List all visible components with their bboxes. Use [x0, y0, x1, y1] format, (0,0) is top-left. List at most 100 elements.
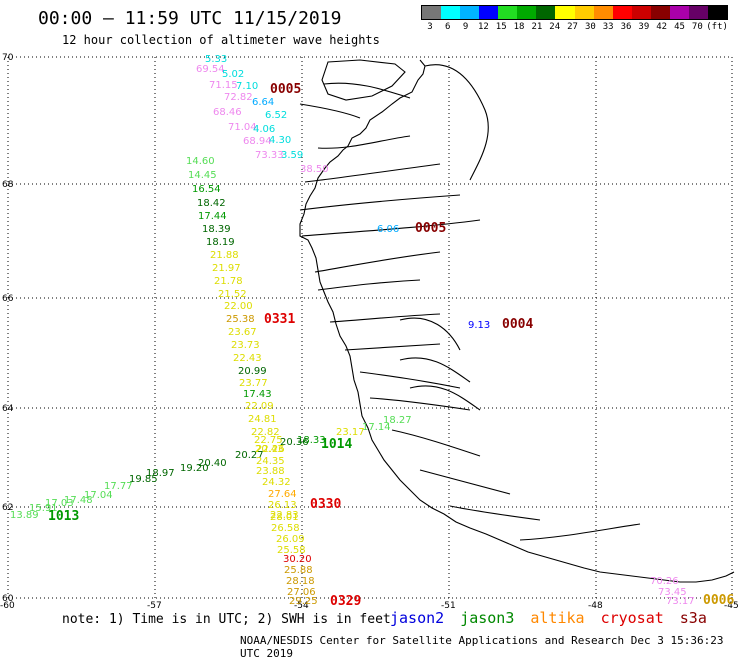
wave-height-label: 20.27	[235, 450, 264, 461]
satellite-name: jason3	[460, 609, 515, 627]
wave-height-label: 28.18	[286, 576, 315, 587]
legend-label: 45	[674, 22, 685, 32]
pass-id-label: 0004	[502, 317, 533, 332]
satellite-legend: jason2 jason3 altika cryosat s3a	[390, 609, 723, 627]
wave-height-label: 14.45	[188, 170, 217, 181]
fjord-path	[301, 219, 481, 237]
wave-height-label: 71.15	[209, 80, 238, 91]
wave-height-label: 69.54	[196, 64, 225, 75]
wave-height-label: 71.04	[228, 122, 257, 133]
wave-height-label: 73.17	[666, 596, 695, 607]
satellite-name: s3a	[679, 609, 707, 627]
legend-swatch	[536, 6, 556, 19]
wave-height-label: 29.25	[289, 596, 318, 607]
credit-line: NOAA/NESDIS Center for Satellite Applica…	[240, 634, 724, 660]
legend-swatches	[421, 5, 728, 20]
legend-swatch	[707, 6, 727, 19]
wave-height-label: 17.48	[64, 495, 93, 506]
legend-swatch	[498, 6, 518, 19]
fjord-path	[329, 313, 441, 323]
wave-height-label: 23.17	[336, 427, 365, 438]
wave-height-label: 7.10	[236, 81, 258, 92]
altimeter-track: 6.06 0005	[377, 221, 446, 236]
fjord-path	[323, 82, 411, 99]
ice-margin-path	[424, 64, 489, 181]
wave-height-label: 9.13	[468, 320, 490, 331]
wave-height-label: 13.89	[10, 510, 39, 521]
pass-id-label: 0331	[264, 312, 295, 327]
fjord-path	[304, 163, 441, 183]
fjord-path	[391, 429, 481, 457]
wave-height-label: 26.58	[271, 523, 300, 534]
legend-swatch	[593, 6, 613, 19]
legend-swatch	[555, 6, 575, 19]
wave-height-label: 25.38	[226, 314, 255, 325]
legend-label: 36	[620, 22, 632, 32]
footer-note: note: 1) Time is in UTC; 2) SWH is in fe…	[62, 612, 391, 627]
wave-height-label: 17.43	[243, 389, 272, 400]
wave-height-label: 18.27	[383, 415, 412, 426]
legend-swatch	[631, 6, 651, 19]
wave-height-label: 17.44	[198, 211, 227, 222]
pass-id-label: 0006	[703, 593, 734, 608]
wave-height-label: 24.35	[256, 456, 285, 467]
wave-height-label: 68.46	[213, 107, 242, 118]
wave-height-label: 20.40	[198, 458, 227, 469]
ice-margin-path	[399, 357, 471, 383]
lon-tick-label: -57	[147, 601, 162, 611]
wave-height-label: 26.09	[276, 534, 305, 545]
lat-tick-label: 60	[2, 594, 14, 604]
altimeter-track: 18.9719.8517.7717.0417.4817.0315.9113.89…	[10, 468, 175, 524]
satellite-name: jason2	[390, 609, 445, 627]
lat-tick-label: 68	[2, 180, 14, 190]
wave-height-label: 17.14	[362, 422, 391, 433]
pass-id-label: 0005	[270, 82, 301, 97]
lat-tick-label: 70	[2, 53, 14, 63]
altimeter-track: 28.0126.5826.0925.5830.2025.8828.1827.06…	[270, 512, 361, 609]
wave-height-label: 22.26	[256, 444, 285, 455]
pass-id-label: 0329	[330, 594, 361, 609]
legend-label: 15	[495, 22, 507, 32]
legend-swatch	[688, 6, 708, 19]
legend-label: 33	[602, 22, 614, 32]
wave-height-label: 68.94	[243, 136, 272, 147]
fjord-path	[369, 397, 471, 411]
wave-height-label: 26.13	[268, 500, 297, 511]
satellite-name: cryosat	[600, 609, 664, 627]
wave-height-label: 30.20	[283, 554, 312, 565]
wave-height-label: 22.83	[270, 510, 299, 521]
wave-height-label: 23.77	[239, 378, 268, 389]
wave-height-label: 4.06	[253, 124, 275, 135]
legend-label: 30	[584, 22, 596, 32]
lon-tick-label: -54	[294, 601, 309, 611]
wave-height-label: 28.01	[270, 512, 299, 523]
legend-unit: (ft)	[706, 22, 728, 32]
legend-label: 21	[531, 22, 543, 32]
ice-margin-path	[409, 385, 481, 411]
fjord-path	[359, 371, 461, 389]
altimeter-track: 9.13 0004	[468, 317, 533, 332]
lon-tick-label: -51	[441, 601, 456, 611]
fjord-path	[519, 523, 641, 541]
wave-height-label: 3.59	[281, 150, 303, 161]
legend-labels: 3 6 9 12 15 18 21 24 27 30 33 36 39 42 45 70 (ft)	[421, 22, 728, 32]
fjord-path	[344, 343, 441, 351]
wave-height-label: 38.50	[300, 164, 329, 175]
fjord-path	[317, 279, 421, 291]
wave-height-label: 25.88	[284, 565, 313, 576]
legend-label: 39	[638, 22, 650, 32]
wave-height-label: 16.54	[192, 184, 221, 195]
legend-swatch	[441, 6, 461, 19]
wave-height-label: 14.60	[186, 156, 215, 167]
wave-height-label: 17.77	[104, 481, 133, 492]
wave-height-label: 23.73	[231, 340, 260, 351]
wave-height-label: 15.91	[29, 503, 58, 514]
wave-height-label: 70.26	[650, 576, 679, 587]
wave-height-label: 20.43	[255, 444, 284, 455]
satellite-name: altika	[530, 609, 585, 627]
ice-margin-path	[399, 317, 461, 351]
wave-height-label: 6.52	[265, 110, 287, 121]
